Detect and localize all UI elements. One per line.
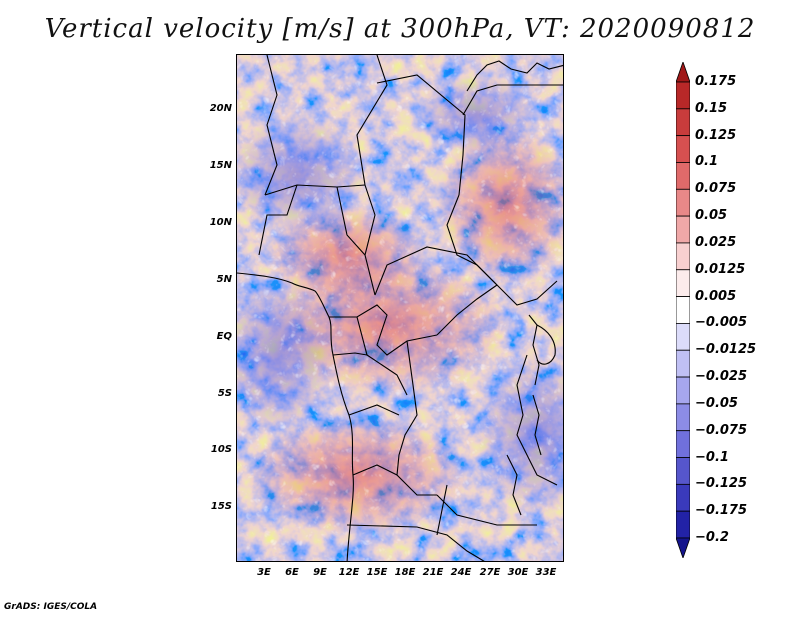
colorbar-tick-label: −0.05 (695, 395, 738, 411)
colorbar-segment (676, 188, 690, 217)
colorbar-segment (676, 457, 690, 485)
colorbar-segment (676, 349, 690, 378)
colorbar-tick-label: −0.125 (695, 476, 748, 492)
credit-text: GrADS: IGES/COLA (4, 602, 98, 612)
colorbar-tick-label: 0.15 (695, 100, 728, 116)
colorbar-tick-label: 0.075 (695, 181, 737, 197)
colorbar-tick-label: −0.005 (695, 315, 748, 331)
colorbar-segment (676, 162, 690, 190)
lat-tick-label: 15S (210, 501, 232, 512)
map-title: Vertical velocity [m/s] at 300hPa, VT: 2… (44, 14, 756, 44)
colorbar-tick-label: −0.175 (695, 503, 748, 519)
lon-tick-label: 30E (507, 567, 529, 578)
lon-tick-label: 27E (479, 567, 501, 578)
lat-tick-label: 10S (210, 444, 232, 455)
lon-tick-label: 3E (257, 567, 271, 578)
lon-tick-label: 15E (366, 567, 388, 578)
colorbar-tick-label: 0.025 (695, 234, 737, 250)
colorbar-segment (676, 510, 690, 539)
colorbar-segment (676, 108, 690, 137)
colorbar-segment (676, 403, 690, 432)
colorbar (676, 62, 690, 558)
colorbar-segment (676, 135, 690, 163)
colorbar-tick-label: −0.2 (695, 530, 729, 545)
colorbar-min-arrow (676, 537, 690, 558)
colorbar-segment (676, 269, 690, 297)
lon-tick-label: 9E (313, 567, 327, 578)
colorbar-tick-label: 0.125 (695, 127, 737, 143)
colorbar-segment (676, 430, 690, 458)
colorbar-tick-label: −0.075 (695, 422, 748, 438)
lon-tick-label: 24E (450, 567, 472, 578)
lat-tick-label: 5S (217, 388, 232, 399)
vertical-velocity-map (237, 55, 563, 561)
lon-tick-label: 21E (422, 567, 444, 578)
lat-tick-label: EQ (216, 331, 232, 342)
colorbar-segment (676, 215, 690, 244)
colorbar-segment (676, 296, 690, 324)
colorbar-tick-label: −0.0125 (695, 342, 757, 358)
country-borders (237, 55, 563, 561)
lat-tick-label: 15N (209, 160, 232, 171)
lon-tick-label: 12E (338, 567, 360, 578)
colorbar-tick-label: 0.0125 (695, 261, 746, 277)
lon-tick-label: 6E (285, 567, 299, 578)
lon-tick-label: 33E (535, 567, 557, 578)
lat-tick-label: 20N (209, 103, 232, 114)
lat-tick-label: 10N (209, 217, 232, 228)
colorbar-tick-label: 0.1 (695, 154, 719, 170)
lon-tick-label: 18E (394, 567, 416, 578)
colorbar-segment (676, 323, 690, 351)
lat-tick-label: 5N (216, 274, 232, 285)
colorbar-segment (676, 81, 690, 110)
colorbar-tick-label: 0.05 (695, 208, 728, 224)
colorbar-max-arrow (676, 62, 690, 83)
colorbar-tick-label: −0.025 (695, 369, 748, 385)
colorbar-segment (676, 376, 690, 405)
colorbar-segment (676, 483, 690, 512)
map-plot-area (236, 54, 564, 562)
colorbar-tick-label: 0.005 (695, 288, 737, 304)
colorbar-tick-label: −0.1 (695, 449, 729, 465)
colorbar-segment (676, 242, 690, 271)
colorbar-tick-label: 0.175 (695, 74, 737, 89)
